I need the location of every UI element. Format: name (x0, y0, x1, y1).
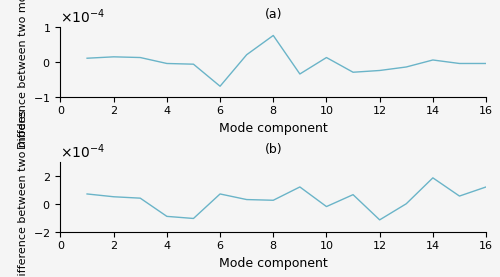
Y-axis label: Difference between two modes: Difference between two modes (18, 0, 28, 149)
X-axis label: Mode component: Mode component (219, 257, 328, 270)
Y-axis label: Difference between two modes: Difference between two modes (18, 110, 28, 277)
Title: (a): (a) (264, 8, 282, 21)
X-axis label: Mode component: Mode component (219, 122, 328, 135)
Title: (b): (b) (264, 143, 282, 157)
